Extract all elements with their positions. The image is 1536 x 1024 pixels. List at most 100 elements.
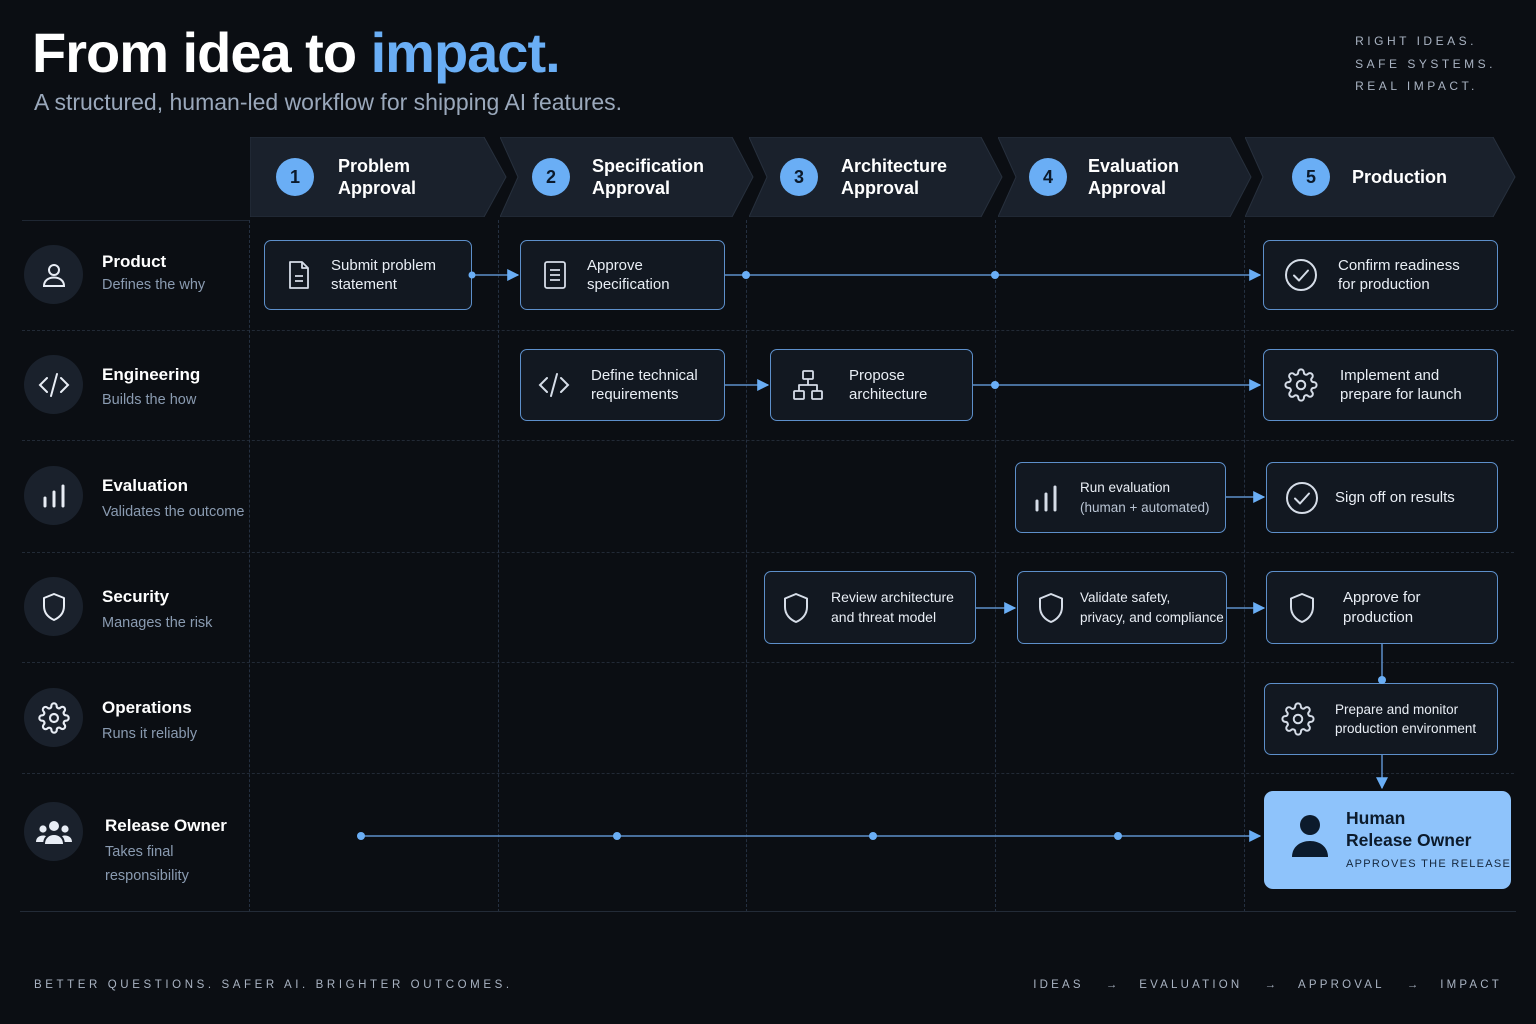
phase-number: 2 [532,158,570,196]
shield-icon [781,592,811,623]
role-description-line-1: Takes final [105,844,174,860]
task-label-line-2: and threat model [831,608,937,625]
role-evaluation: Evaluation Validates the outcome [24,466,250,526]
task-validate-safety[interactable]: Validate safety, privacy, and compliance [1017,571,1227,644]
phase-number: 5 [1292,158,1330,196]
phase-production: 5 Production [1245,137,1517,217]
task-label-line-2: specification [587,276,670,293]
check-circle-icon [1284,259,1318,291]
task-label-line-2: production environment [1335,721,1477,736]
phase-chevron [998,137,1252,217]
shield-icon [1287,592,1317,623]
shield-icon [1036,592,1066,623]
role-description: Builds the how [102,392,197,408]
task-label: Prepare and monitor production environmen… [1335,700,1476,739]
task-sign-off-results[interactable]: Sign off on results [1266,462,1498,533]
task-confirm-readiness[interactable]: Confirm readiness for production [1263,240,1498,310]
task-propose-architecture[interactable]: Propose architecture [770,349,973,421]
task-label-line-2: prepare for launch [1340,386,1462,403]
task-label-line-1: Implement and [1340,366,1440,384]
user-icon [24,245,83,304]
role-operations: Operations Runs it reliably [24,688,250,748]
footer-flow: IDEAS → EVALUATION → APPROVAL → IMPACT [1033,979,1502,991]
task-review-architecture[interactable]: Review architecture and threat model [764,571,976,644]
task-label-line-1: Validate safety, [1080,590,1171,605]
arrow-right-icon: → [1264,979,1276,991]
connector-dot [869,832,877,840]
task-approve-for-production[interactable]: Approve for production [1266,571,1498,644]
grid-row-divider [22,773,1514,774]
phase-chevron [1245,137,1516,217]
grid-column-divider [995,220,996,912]
release-title-line-2: Release Owner [1346,830,1472,850]
gear-icon [1281,702,1315,736]
phase-label: Production [1352,137,1447,217]
bar-chart-icon [24,466,83,525]
arrow-right-icon: → [1406,979,1419,991]
phase-label-line-1: Production [1352,167,1447,187]
task-label-line-1: Run evaluation [1080,480,1171,495]
grid-column-divider [746,220,747,912]
page-subtitle: A structured, human-led workflow for shi… [34,89,623,115]
role-description: Runs it reliably [102,726,198,742]
role-name: Evaluation [102,476,188,495]
phase-chevron [749,137,1003,217]
check-circle-icon [1285,481,1319,514]
grid-column-divider [1244,220,1245,912]
phase-label-line-2: Approval [338,178,417,198]
task-label: Approve for production [1343,588,1421,627]
grid-bottom-line [20,911,1516,912]
task-label: Approve specification [587,256,670,295]
task-label-line-1: Confirm readiness [1338,256,1460,274]
shield-icon [24,577,83,636]
phase-evaluation-approval: 4 Evaluation Approval [998,137,1253,217]
phase-problem-approval: 1 Problem Approval [250,137,508,217]
page-title: From idea to impact. [32,20,561,85]
tagline-line-3: REAL IMPACT. [1355,79,1478,93]
phase-number: 3 [780,158,818,196]
grid-column-divider [249,220,250,912]
role-name: Release Owner [105,816,227,835]
role-engineering: Engineering Builds the how [24,355,250,415]
connector-dot [613,832,621,840]
tagline: RIGHT IDEAS. SAFE SYSTEMS. REAL IMPACT. [1355,30,1496,98]
task-label: Review architecture and threat model [831,588,954,627]
role-product: Product Defines the why [24,245,250,305]
tagline-line-2: SAFE SYSTEMS. [1355,56,1496,71]
task-label-line-1: Review architecture [831,589,954,605]
role-description-line-2: responsibility [105,868,189,884]
task-label: Run evaluation (human + automated) [1080,478,1209,517]
task-label-line-1: Approve [587,256,643,274]
role-description: Manages the risk [102,615,213,631]
arrow-right-icon: → [1105,979,1118,991]
bar-chart-icon [1032,485,1060,511]
task-label-line-2: (human + automated) [1080,499,1210,515]
task-prepare-monitor-production[interactable]: Prepare and monitor production environmen… [1264,683,1498,755]
code-icon [537,373,571,397]
task-run-evaluation[interactable]: Run evaluation (human + automated) [1015,462,1226,533]
role-name: Operations [102,698,192,717]
grid-top-line [22,220,250,221]
task-label-line-2: architecture [849,386,928,403]
phase-label-line-2: Approval [592,178,671,198]
title-accent: impact. [370,21,561,84]
role-name: Product [102,252,167,271]
grid-column-divider [498,220,499,912]
task-submit-problem-statement[interactable]: Submit problem statement [264,240,472,310]
role-description: Takes final responsibility [105,840,189,888]
role-release-owner: Release Owner Takes final responsibility [24,802,250,890]
task-implement-prepare-launch[interactable]: Implement and prepare for launch [1263,349,1498,421]
footer-step-evaluation: EVALUATION [1139,979,1243,991]
release-owner-card[interactable]: Human Release Owner APPROVES THE RELEASE [1264,791,1511,889]
task-define-technical-requirements[interactable]: Define technical requirements [520,349,725,421]
task-label-line-2: statement [331,276,397,293]
document-icon [287,261,311,289]
phase-chevron [500,137,754,217]
phase-number: 4 [1029,158,1067,196]
phase-label-line-1: Architecture [841,156,948,176]
phase-label-line-1: Problem [338,156,411,176]
task-approve-specification[interactable]: Approve specification [520,240,725,310]
task-label-line-1: Define technical [591,366,698,384]
phase-specification-approval: 2 Specification Approval [500,137,755,217]
task-label-line-1: Sign off on results [1335,488,1455,506]
